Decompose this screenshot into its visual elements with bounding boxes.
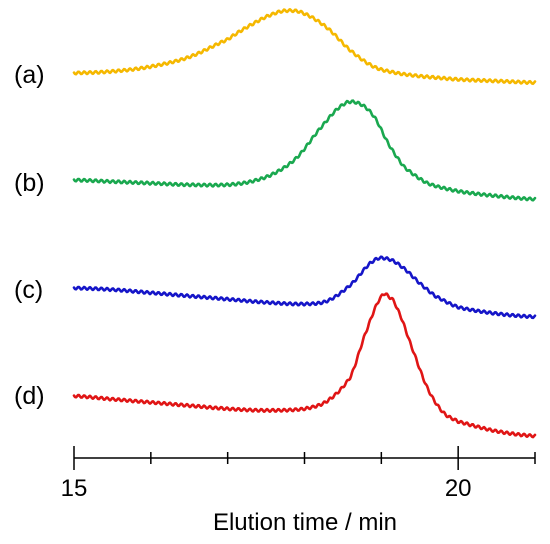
curve-label-d: (d) (14, 382, 45, 410)
trace-a (72, 8, 537, 86)
trace-c (72, 255, 537, 320)
curve-label-b: (b) (14, 169, 45, 197)
curve-label-a: (a) (14, 61, 45, 89)
x-axis: 15 20 (61, 446, 536, 502)
trace-b (72, 99, 537, 202)
tick-label-15: 15 (61, 475, 88, 502)
curve-label-c: (c) (14, 276, 43, 304)
trace-d (72, 292, 537, 439)
traces-layer (72, 8, 537, 439)
curve-labels: (a) (b) (c) (d) (14, 61, 45, 410)
x-axis-title: Elution time / min (213, 509, 397, 536)
tick-label-20: 20 (445, 475, 472, 502)
